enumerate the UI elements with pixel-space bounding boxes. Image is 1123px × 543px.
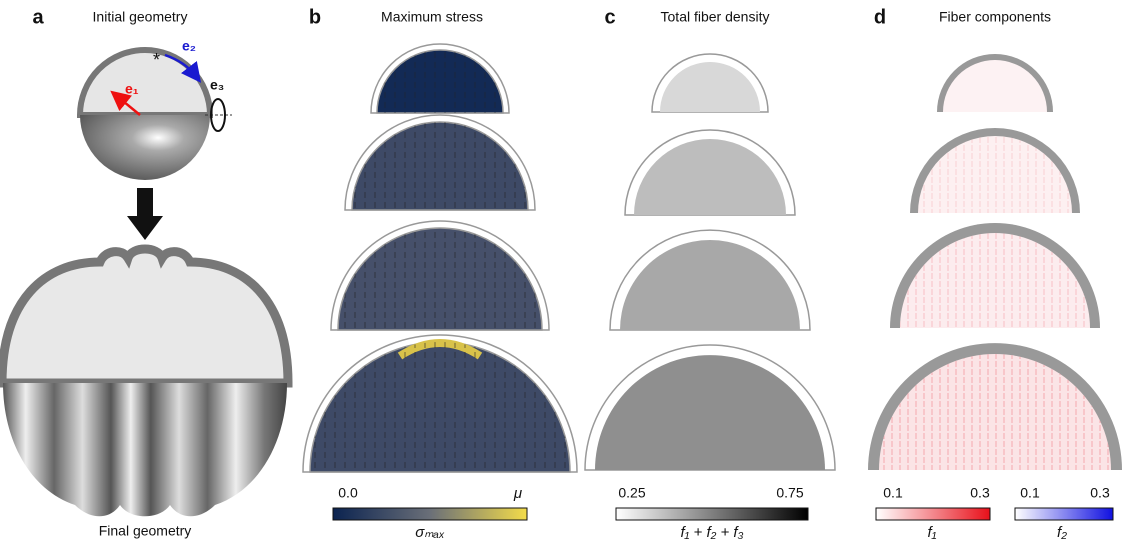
colorbar-max: 0.3 bbox=[1090, 485, 1110, 501]
colorbar-min: 0.1 bbox=[883, 485, 903, 501]
axis-label: e₃ bbox=[210, 77, 224, 93]
colorbar-max: μ bbox=[513, 485, 522, 502]
arrow bbox=[127, 188, 163, 240]
colorbar-min: 0.25 bbox=[618, 485, 645, 501]
panel-letter: c bbox=[604, 6, 615, 28]
colorbar-label: f₁ + f₂ + f₃ bbox=[680, 524, 743, 541]
axis-label: e₂ bbox=[182, 38, 196, 54]
colorbar-max: 0.3 bbox=[970, 485, 990, 501]
panel-title: Initial geometry bbox=[93, 9, 188, 25]
figure: a Initial geometry e₁ e₂ e₃ * Final geom… bbox=[0, 0, 1123, 543]
colorbar-label: f₂ bbox=[1057, 524, 1067, 541]
panel-title: Total fiber density bbox=[661, 9, 770, 25]
colorbar bbox=[876, 508, 990, 520]
panel-title: Fiber components bbox=[939, 9, 1051, 25]
panel-letter: b bbox=[309, 6, 321, 28]
stress-maps bbox=[303, 44, 577, 472]
panel-title: Maximum stress bbox=[381, 9, 483, 25]
panel-letter: a bbox=[32, 6, 44, 28]
caption: Final geometry bbox=[99, 523, 192, 539]
colorbar-min: 0.1 bbox=[1020, 485, 1040, 501]
colorbar-max: 0.75 bbox=[776, 485, 803, 501]
colorbar bbox=[333, 508, 527, 520]
colorbar bbox=[1015, 508, 1113, 520]
density-maps bbox=[585, 54, 835, 470]
colorbar-label: σₘₐₓ bbox=[415, 524, 445, 541]
fiber-maps bbox=[868, 54, 1122, 470]
colorbar-label: f₁ bbox=[928, 524, 937, 541]
panel-letter: d bbox=[874, 6, 886, 28]
axis-label: e₁ bbox=[125, 81, 139, 97]
final-geometry bbox=[2, 249, 288, 516]
marker: * bbox=[153, 50, 160, 70]
colorbar-min: 0.0 bbox=[338, 485, 358, 501]
colorbar bbox=[616, 508, 808, 520]
